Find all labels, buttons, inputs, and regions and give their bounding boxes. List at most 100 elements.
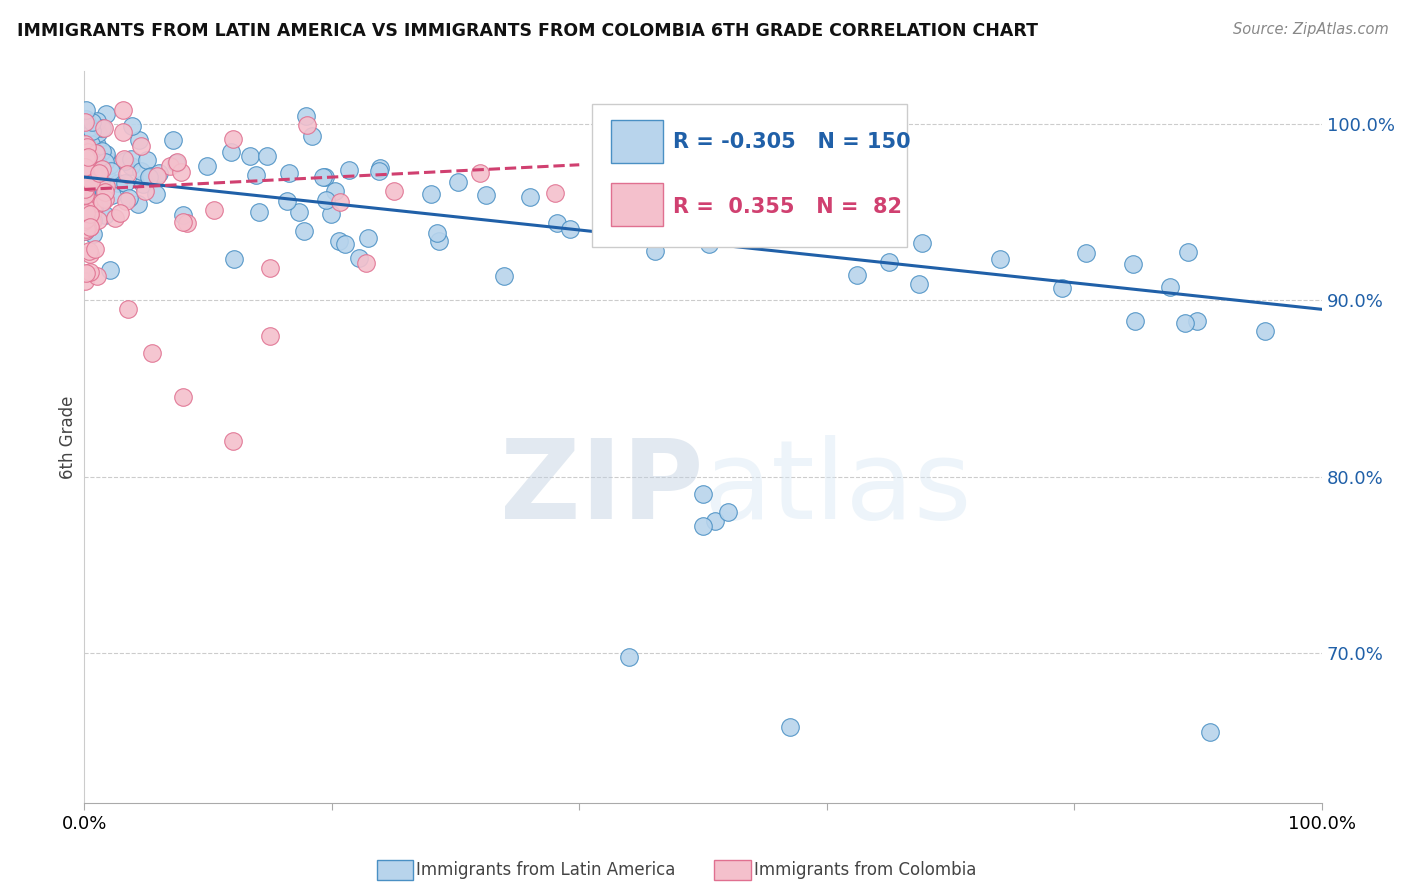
Point <box>86 184 108 198</box>
Point <box>1199 725 1222 739</box>
Point <box>73 194 96 209</box>
Text: ZIP: ZIP <box>499 434 703 541</box>
Point <box>79 219 101 234</box>
Text: R =  0.355   N =  82: R = 0.355 N = 82 <box>673 196 903 217</box>
Point <box>129 163 152 178</box>
Point <box>77 210 100 224</box>
Point <box>368 161 391 175</box>
Point <box>83 146 105 161</box>
Point <box>93 120 115 135</box>
Point <box>75 266 97 280</box>
Point <box>75 182 97 196</box>
Point <box>75 188 97 202</box>
Point <box>75 212 97 227</box>
Point <box>354 255 377 269</box>
Point <box>120 159 142 173</box>
Text: atlas: atlas <box>703 434 972 541</box>
Point <box>83 201 105 215</box>
Point <box>73 161 96 175</box>
Point <box>75 186 97 201</box>
Point <box>259 328 281 343</box>
Point <box>90 175 112 189</box>
Point <box>79 246 101 260</box>
Point <box>75 164 97 178</box>
Point <box>114 176 136 190</box>
Point <box>77 155 100 169</box>
Point <box>75 202 97 216</box>
Point <box>546 216 568 230</box>
Point <box>717 505 740 519</box>
Point <box>165 156 187 170</box>
Point <box>73 224 96 238</box>
Point <box>83 242 105 256</box>
Point <box>75 161 97 175</box>
Point <box>288 205 311 219</box>
Point <box>82 215 104 229</box>
Text: IMMIGRANTS FROM LATIN AMERICA VS IMMIGRANTS FROM COLOMBIA 6TH GRADE CORRELATION : IMMIGRANTS FROM LATIN AMERICA VS IMMIGRA… <box>17 22 1038 40</box>
Point <box>77 142 100 156</box>
Point <box>845 268 868 282</box>
Point <box>75 192 97 206</box>
Point <box>77 168 100 182</box>
Point <box>94 107 117 121</box>
Point <box>129 139 152 153</box>
Point <box>239 148 262 162</box>
Point <box>172 391 194 405</box>
Point <box>77 180 100 194</box>
Point <box>166 155 188 169</box>
Point <box>73 136 96 151</box>
Point <box>86 126 108 140</box>
Point <box>644 244 666 259</box>
Point <box>79 207 101 221</box>
FancyBboxPatch shape <box>612 120 664 163</box>
Point <box>91 121 114 136</box>
Point <box>744 208 766 222</box>
Point <box>93 186 115 201</box>
Point <box>132 177 155 191</box>
Point <box>349 251 371 265</box>
Point <box>82 213 104 227</box>
Point <box>219 145 242 159</box>
Point <box>86 180 108 194</box>
Point <box>82 203 104 218</box>
Point <box>256 149 278 163</box>
Point <box>135 153 157 168</box>
Point <box>75 112 97 127</box>
Point <box>86 153 108 168</box>
Point <box>172 214 194 228</box>
Point <box>1074 246 1097 260</box>
Point <box>83 199 105 213</box>
Point <box>624 224 647 238</box>
Point <box>1185 313 1208 327</box>
Point <box>104 211 127 226</box>
Point <box>301 128 323 143</box>
Point <box>295 109 318 123</box>
Point <box>134 184 156 198</box>
Point <box>82 227 104 242</box>
Point <box>89 165 111 179</box>
Point <box>117 302 139 317</box>
Point <box>1052 281 1074 295</box>
Point <box>617 649 640 664</box>
Point <box>82 114 104 128</box>
Point <box>73 162 96 177</box>
Point <box>93 155 115 169</box>
Point <box>83 163 105 178</box>
Point <box>100 164 122 178</box>
Point <box>202 203 225 218</box>
Point <box>94 179 117 194</box>
Point <box>470 166 492 180</box>
Point <box>259 260 281 275</box>
Point <box>277 166 299 180</box>
Point <box>87 213 110 227</box>
Point <box>323 185 346 199</box>
Point <box>245 168 267 182</box>
Point <box>75 201 97 215</box>
Point <box>118 191 141 205</box>
Point <box>115 194 138 208</box>
Point <box>692 487 714 501</box>
Point <box>127 197 149 211</box>
Point <box>79 169 101 184</box>
Y-axis label: 6th Grade: 6th Grade <box>59 395 77 479</box>
Point <box>76 220 98 235</box>
